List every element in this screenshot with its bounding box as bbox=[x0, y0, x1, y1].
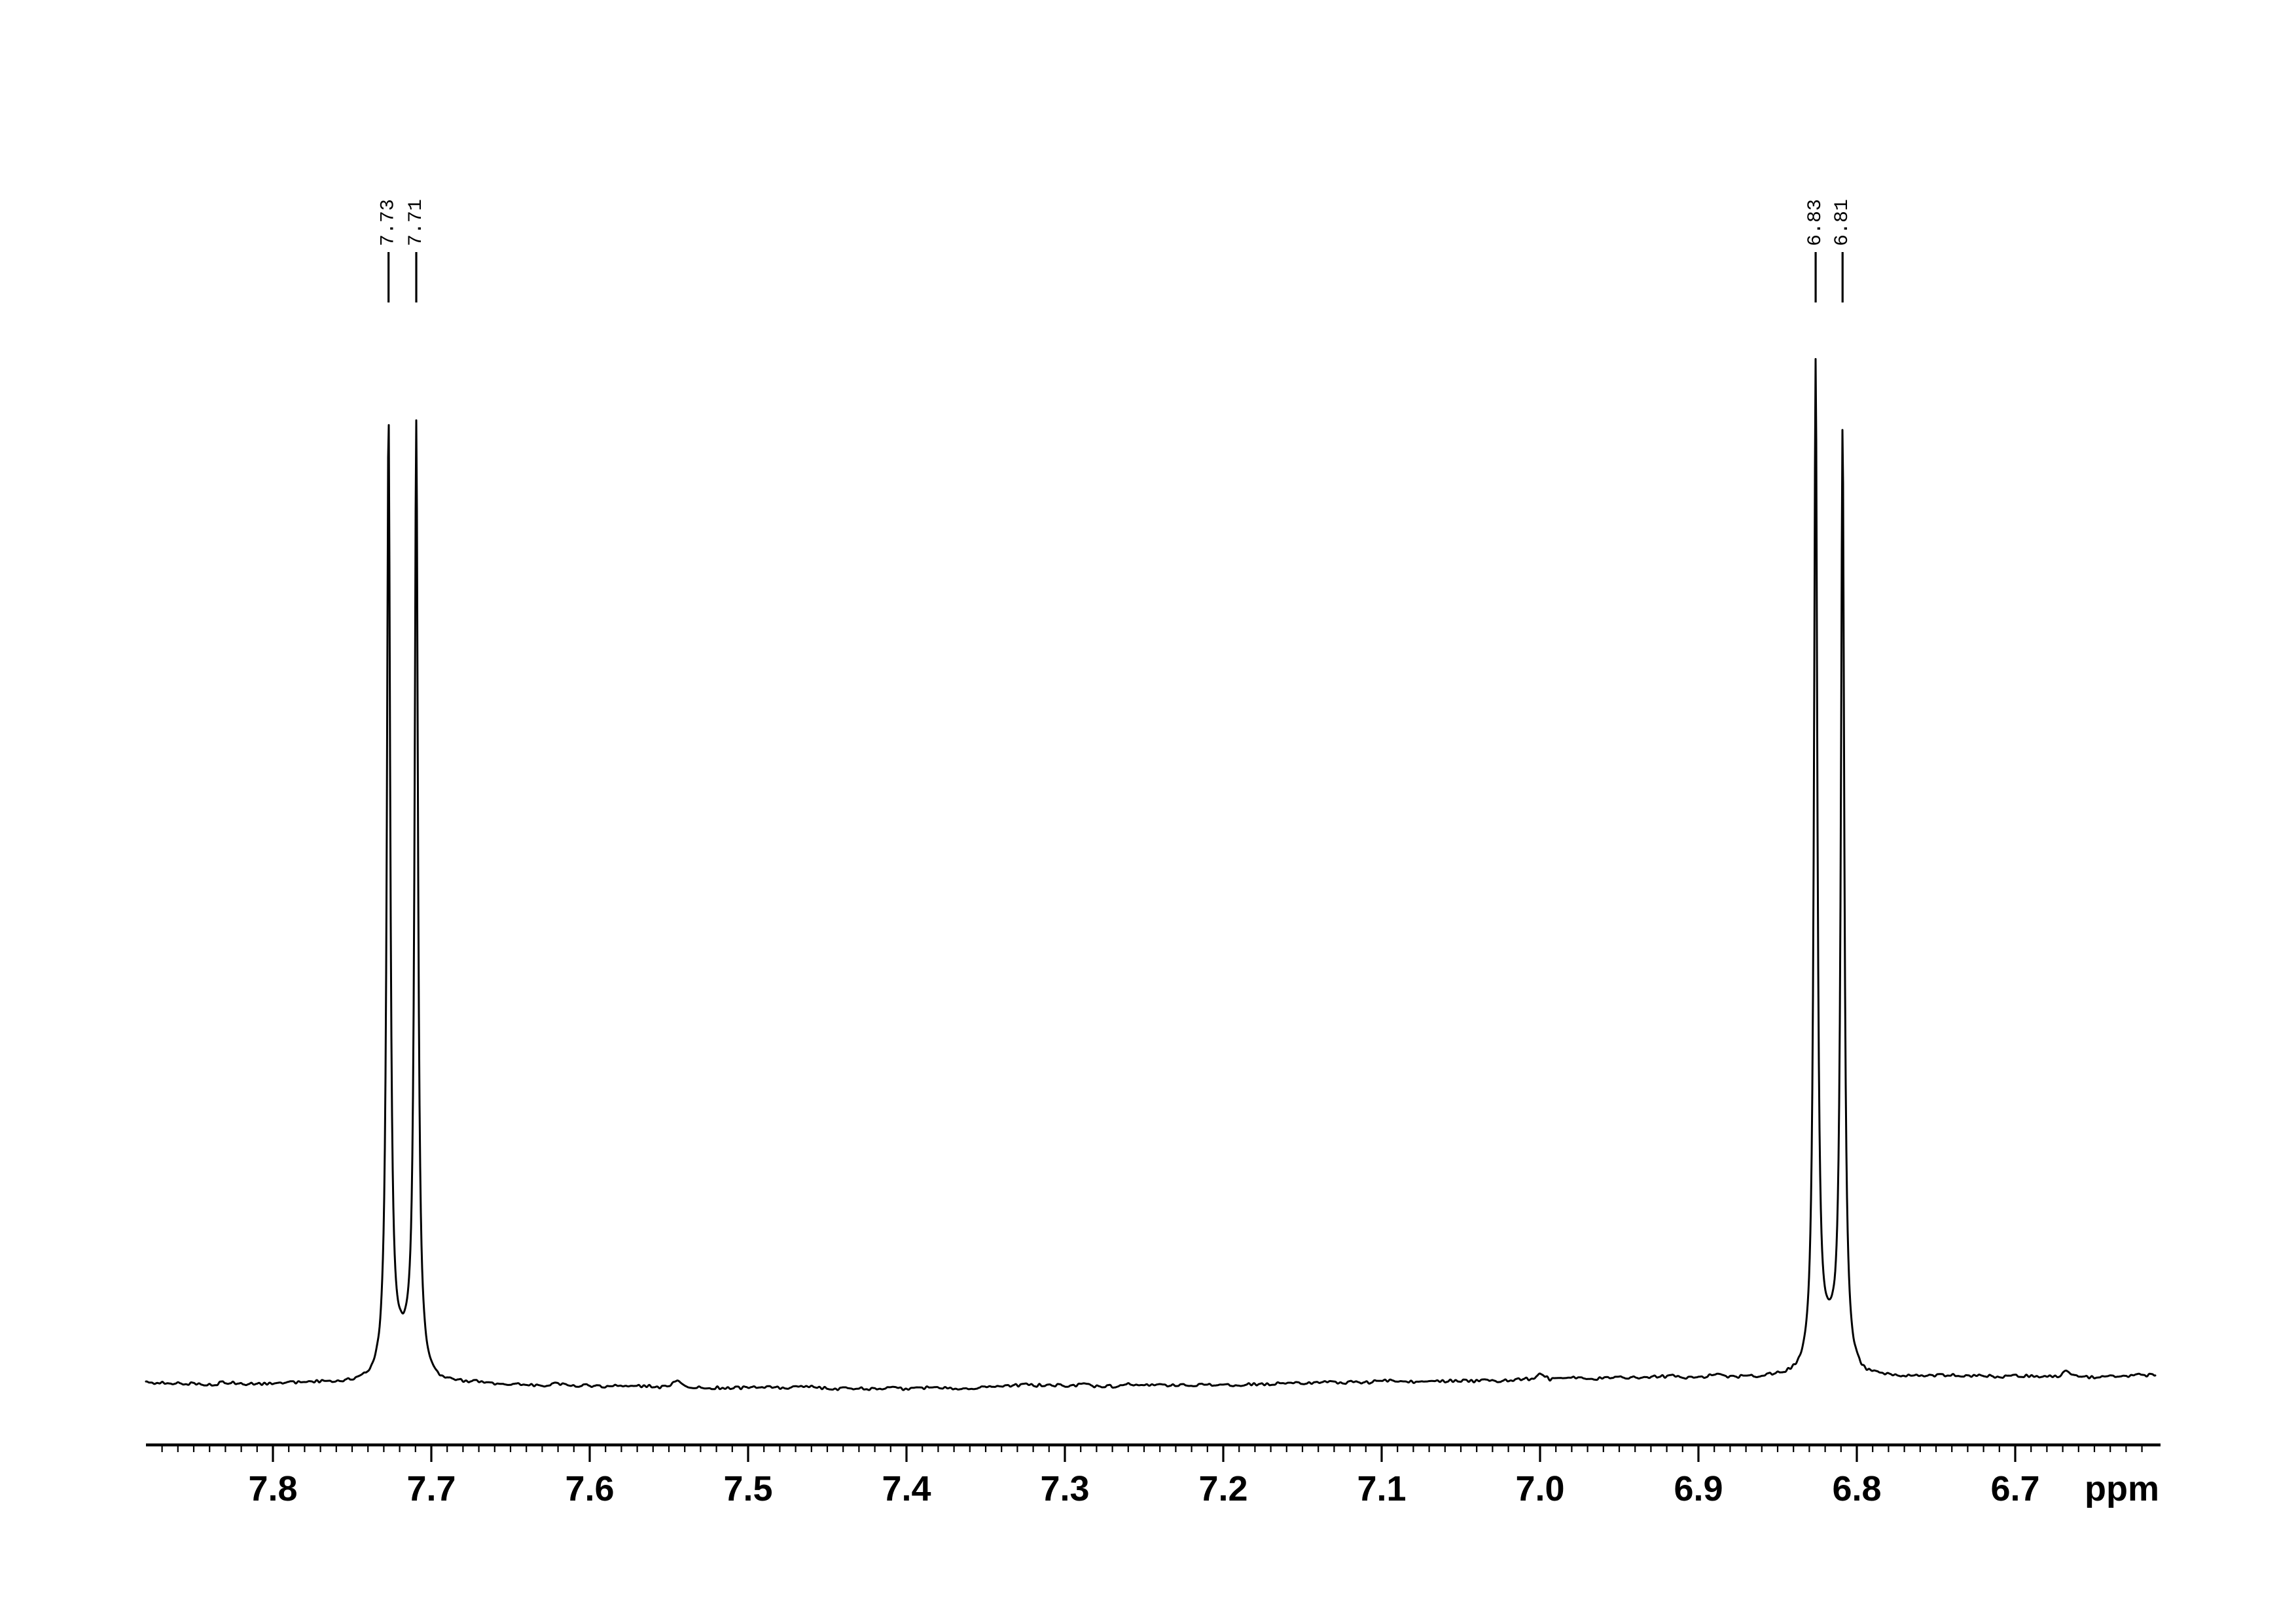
x-axis-tick-label: 7.7 bbox=[406, 1469, 456, 1508]
x-axis-group: 7.8 7.7 7.6 7.5 7.4 7.3 7.2 7.1 7.0 6.9 6.8 6.7 ppm bbox=[146, 1443, 2161, 1508]
x-axis-tick-label: 6.8 bbox=[1832, 1469, 1881, 1508]
x-axis-tick-label: 7.1 bbox=[1357, 1469, 1406, 1508]
peak-label-text: 6.83 bbox=[1804, 199, 1827, 246]
x-axis-tick-label: 7.5 bbox=[723, 1469, 772, 1508]
x-axis-tick-label: 7.3 bbox=[1040, 1469, 1089, 1508]
spectrum-trace bbox=[145, 357, 2157, 1391]
x-axis-unit-label: ppm bbox=[2085, 1469, 2159, 1508]
x-axis-tick-label: 7.6 bbox=[565, 1469, 614, 1508]
spectrum-trace-group bbox=[145, 357, 2157, 1391]
x-axis-tick-label: 6.9 bbox=[1674, 1469, 1723, 1508]
peak-label-text: 7.73 bbox=[378, 199, 400, 246]
peak-label-group: 7.73 7.71 6.83 6.81 bbox=[378, 199, 1854, 302]
peak-label-text: 6.81 bbox=[1831, 199, 1854, 246]
x-axis-tick-label: 7.2 bbox=[1198, 1469, 1247, 1508]
x-axis-tick-label: 7.4 bbox=[882, 1469, 931, 1508]
peak-label-text: 7.71 bbox=[405, 199, 427, 246]
x-axis-tick-label: 6.7 bbox=[1990, 1469, 2039, 1508]
x-axis-tick-label: 7.8 bbox=[248, 1469, 297, 1508]
x-axis-tick-label: 7.0 bbox=[1515, 1469, 1564, 1508]
